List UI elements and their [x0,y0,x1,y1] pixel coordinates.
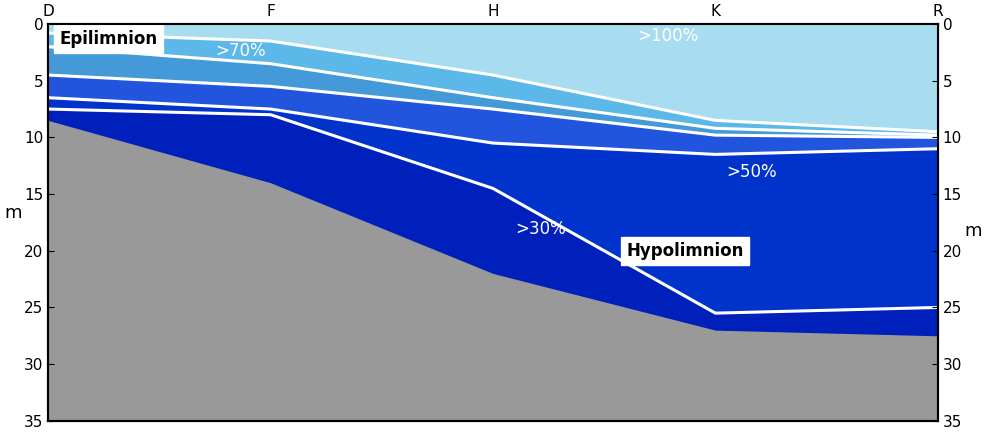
Text: >100%: >100% [638,27,699,45]
Text: >70%: >70% [215,42,265,60]
Text: >30%: >30% [516,220,566,238]
Y-axis label: m: m [4,204,22,223]
Text: Hypolimnion: Hypolimnion [626,243,743,260]
Y-axis label: m: m [964,223,982,240]
Text: >50%: >50% [727,163,777,181]
Text: Epilimnion: Epilimnion [59,30,158,49]
